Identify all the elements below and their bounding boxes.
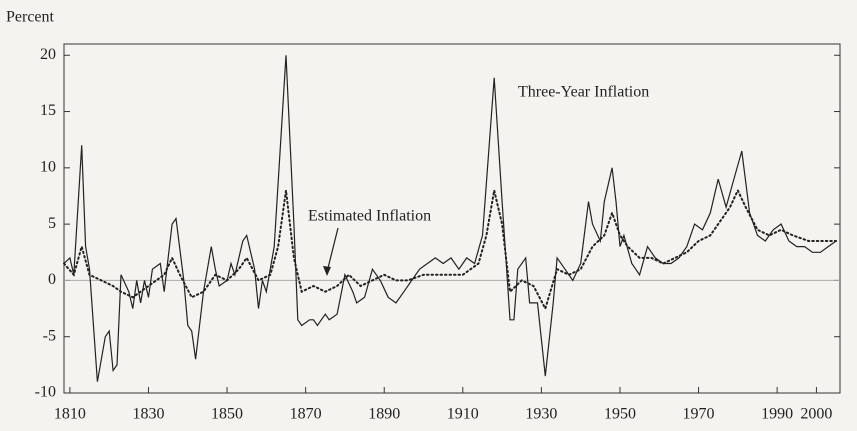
annotation: Three-Year Inflation (518, 84, 649, 101)
line-series (63, 188, 838, 312)
annotation-arrow (326, 227, 339, 273)
x-tick-label: 1950 (604, 406, 636, 423)
arrow-head (323, 266, 331, 276)
y-tick-label: 10 (40, 159, 56, 176)
x-tick-label: 2000 (800, 406, 832, 423)
y-tick-label: 5 (48, 215, 56, 232)
x-tick-label: 1970 (683, 406, 715, 423)
x-tick-label: 1810 (54, 406, 86, 423)
y-tick-label: 0 (48, 271, 56, 288)
y-tick-label: 15 (40, 102, 56, 119)
annotation: Estimated Inflation (308, 208, 431, 225)
x-tick-label: 1830 (132, 406, 164, 423)
x-tick-label: 1990 (761, 406, 793, 423)
x-tick-label: 1850 (211, 406, 243, 423)
line-series (63, 55, 837, 382)
y-axis-label: Percent (6, 9, 55, 26)
x-tick-label: 1910 (447, 406, 479, 423)
x-tick-label: 1930 (525, 406, 557, 423)
x-tick-label: 1890 (368, 406, 400, 423)
plot-frame (63, 43, 841, 394)
y-tick-label: 20 (40, 46, 56, 63)
y-tick-label: -10 (35, 384, 56, 401)
x-tick-label: 1870 (290, 406, 322, 423)
y-tick-label: -5 (43, 327, 56, 344)
